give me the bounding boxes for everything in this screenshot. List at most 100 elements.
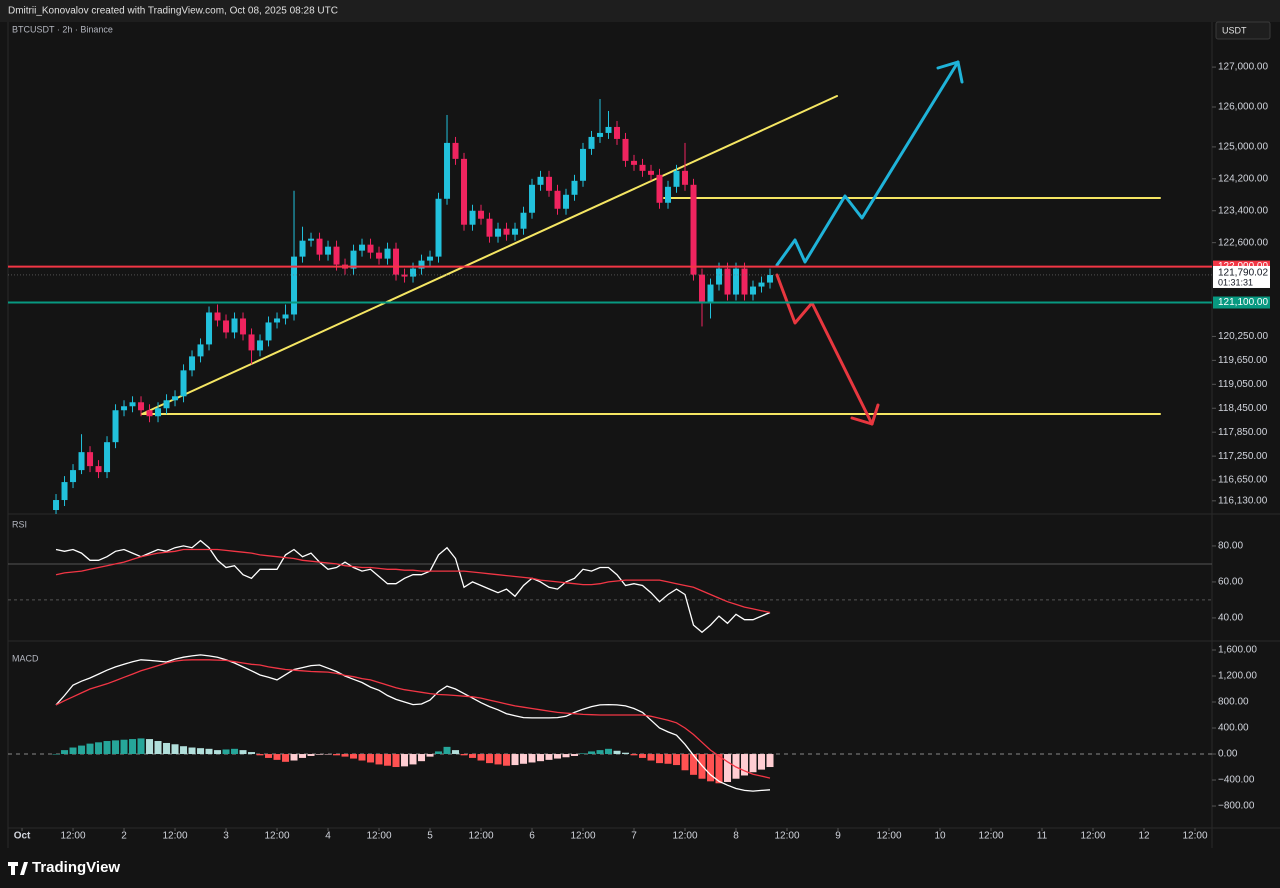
histogram-bar xyxy=(477,754,485,761)
histogram-bar xyxy=(375,754,383,765)
macd-line xyxy=(55,659,771,779)
x-tick-label: Oct xyxy=(14,831,31,842)
histogram-bar xyxy=(579,753,587,755)
histogram-bar xyxy=(307,754,315,756)
histogram-bar xyxy=(384,754,392,766)
candle-body xyxy=(741,268,748,295)
candle-body xyxy=(274,318,281,323)
y-tick-label: 800.00 xyxy=(1218,697,1249,708)
y-tick-label: 116,130.00 xyxy=(1218,495,1268,506)
candle-body xyxy=(469,210,476,225)
x-tick-label: 12:00 xyxy=(163,831,188,842)
x-tick-label: 6 xyxy=(529,831,535,842)
candle-body xyxy=(223,320,230,333)
candle-body xyxy=(231,318,238,333)
candle-body xyxy=(308,238,315,241)
histogram-bar xyxy=(690,754,698,775)
candles xyxy=(53,99,774,514)
candle-body xyxy=(333,246,340,265)
histogram-bar xyxy=(758,754,766,770)
histogram-bar xyxy=(154,741,162,755)
candle-body xyxy=(112,410,119,443)
candle-body xyxy=(427,256,434,261)
candle-body xyxy=(155,408,162,417)
candle-body xyxy=(350,250,357,269)
candle-body xyxy=(282,314,289,319)
histogram-bar xyxy=(486,754,494,764)
candle-body xyxy=(248,334,255,351)
histogram-bar xyxy=(571,754,579,756)
histogram-bar xyxy=(146,739,154,755)
x-tick-label: 3 xyxy=(223,831,229,842)
histogram-bar xyxy=(749,754,757,773)
candle-body xyxy=(240,318,247,335)
candle-body xyxy=(537,176,544,185)
histogram-bar xyxy=(596,750,604,755)
candle-body xyxy=(495,228,502,237)
x-tick-label: 8 xyxy=(733,831,739,842)
x-tick-label: 4 xyxy=(325,831,331,842)
drawings xyxy=(141,60,1161,426)
trend-line xyxy=(141,95,838,415)
histogram-bar xyxy=(299,754,307,758)
candle-body xyxy=(682,170,689,185)
rsi-line xyxy=(55,539,771,634)
y-tick-label: 126,000.00 xyxy=(1218,102,1268,113)
histogram-bar xyxy=(214,750,222,755)
histogram-bar xyxy=(418,754,426,762)
candle-body xyxy=(758,282,765,287)
candle-body xyxy=(257,340,264,351)
candle-body xyxy=(214,312,221,321)
x-tick-label: 12:00 xyxy=(1182,831,1207,842)
x-tick-label: 11 xyxy=(1037,831,1048,842)
histogram-bar xyxy=(613,750,621,755)
candle-body xyxy=(121,406,128,411)
candle-body xyxy=(639,164,646,171)
histogram-bar xyxy=(197,748,205,755)
candle-body xyxy=(265,322,272,341)
histogram-bar xyxy=(673,754,681,766)
logo[interactable]: TradingView xyxy=(8,859,120,876)
bearish-path xyxy=(775,273,874,426)
histogram-bar xyxy=(137,738,145,755)
histogram-bar xyxy=(265,754,273,758)
histogram-bar xyxy=(341,754,349,757)
y-tick-label: 0.00 xyxy=(1218,749,1238,760)
histogram-bar xyxy=(112,740,120,755)
candle-body xyxy=(138,402,145,411)
x-tick-label: 12:00 xyxy=(570,831,595,842)
currency-box[interactable] xyxy=(1215,21,1271,40)
histogram-bar xyxy=(630,754,638,756)
candle-body xyxy=(189,356,196,371)
candle-body xyxy=(104,442,111,473)
x-tick-label: 12:00 xyxy=(61,831,86,842)
histogram-bar xyxy=(350,754,358,759)
candle-body xyxy=(716,268,723,285)
candle-body xyxy=(401,274,408,277)
candle-body xyxy=(172,396,179,401)
histogram-bar xyxy=(316,754,324,755)
candle-body xyxy=(316,238,323,255)
histogram-bar xyxy=(622,752,630,755)
candle-body xyxy=(665,186,672,203)
histogram-bar xyxy=(460,754,468,756)
candle-body xyxy=(444,142,451,199)
rsi-line xyxy=(55,548,771,614)
histogram-bar xyxy=(741,754,749,776)
candle-body xyxy=(648,170,655,175)
candle-body xyxy=(486,218,493,237)
histogram-bar xyxy=(656,754,664,764)
candle-body xyxy=(767,274,774,283)
histogram-bar xyxy=(469,754,477,758)
candle-body xyxy=(410,268,417,277)
y-tick-label: 125,000.00 xyxy=(1218,142,1268,153)
candle-body xyxy=(546,176,553,191)
histogram-bar xyxy=(129,739,137,755)
candle-body xyxy=(367,244,374,253)
candle-body xyxy=(631,160,638,165)
y-tick-label: 127,000.00 xyxy=(1218,62,1268,73)
candle-body xyxy=(512,228,519,235)
candle-body xyxy=(656,174,663,203)
candle-body xyxy=(70,470,77,483)
